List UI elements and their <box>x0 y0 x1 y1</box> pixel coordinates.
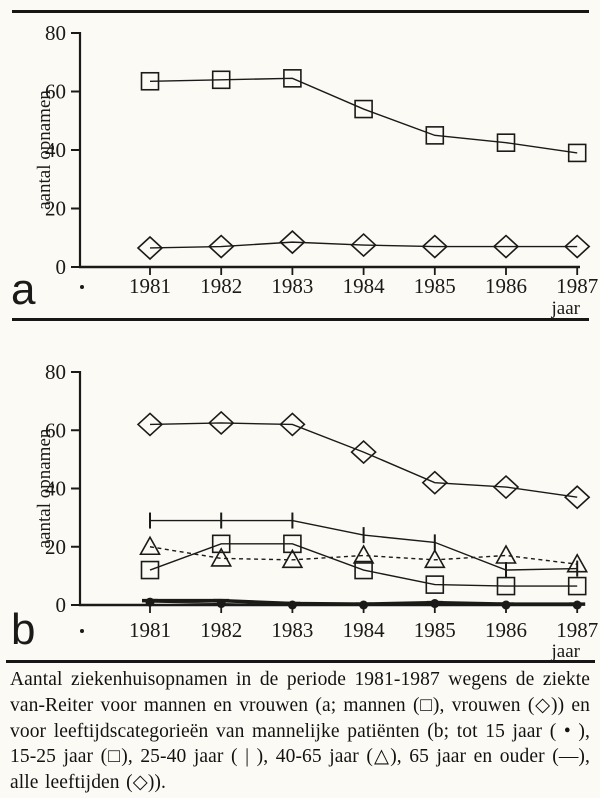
diamond-marker <box>279 230 306 255</box>
panel-label: b <box>11 605 35 654</box>
x-tick-label: 1981 <box>129 618 171 642</box>
y-tick-label: 40 <box>45 477 66 501</box>
diamond-marker <box>208 410 235 436</box>
separator-line-top <box>12 10 589 13</box>
diamond-marker <box>492 474 520 500</box>
triangle-marker <box>352 544 375 564</box>
square-marker <box>283 69 302 88</box>
square-marker <box>425 126 445 145</box>
chart-panel-a: 0 20 40 60 80 1981 1982 1983 1984 1985 1986 1987jaa… <box>11 21 598 319</box>
chart-panel-b: 0 20 40 60 80 1981 1982 1983 1984 1985 1986 1987jaa… <box>11 360 598 662</box>
y-tick-label: 60 <box>45 418 66 442</box>
square-marker <box>283 534 302 554</box>
x-tick-label: 1985 <box>414 618 456 642</box>
y-tick-label: 80 <box>45 360 66 384</box>
y-tick-label: 20 <box>45 535 66 559</box>
square-marker <box>354 99 373 119</box>
panel-label: a <box>11 265 36 314</box>
series-line <box>149 543 578 587</box>
triangle-marker <box>566 553 589 573</box>
dot-marker <box>359 600 369 610</box>
square-marker <box>140 71 160 91</box>
y-tick-label: 60 <box>45 80 66 104</box>
y-tick-label: 80 <box>45 21 66 45</box>
triangle-marker <box>210 547 233 567</box>
series-alle-leeftijden <box>136 410 591 510</box>
square-marker <box>211 534 231 554</box>
axes: 0 20 40 60 80 1981 1982 1983 1984 1985 1986 1987jaa… <box>34 21 598 319</box>
print-period-dot <box>80 629 84 633</box>
dot-marker <box>145 597 155 607</box>
square-marker <box>140 560 160 580</box>
x-tick-label: 1987 <box>556 618 598 642</box>
series-line <box>149 241 578 249</box>
series-tot-15-jaar <box>145 597 582 610</box>
square-marker <box>211 70 231 90</box>
print-period-dot <box>80 285 84 289</box>
y-tick-label: 0 <box>56 593 67 617</box>
series-line <box>149 422 578 498</box>
series-line <box>149 77 578 154</box>
dot-marker <box>216 599 226 609</box>
diamond-marker <box>564 485 591 510</box>
diamond-marker <box>564 234 591 259</box>
diamond-marker <box>279 412 306 437</box>
series-15-25-jaar <box>140 534 587 596</box>
axes: 0 20 40 60 80 1981 1982 1983 1984 1985 1986 1987jaa… <box>34 360 598 662</box>
dot-marker <box>287 600 297 610</box>
x-tick-label: 1983 <box>271 618 313 642</box>
x-tick-label: 1986 <box>485 618 527 642</box>
y-tick-label: 20 <box>45 197 66 221</box>
square-marker <box>567 143 587 163</box>
diamond-marker <box>136 235 164 261</box>
x-tick-label: 1985 <box>414 274 456 298</box>
dot-marker <box>572 600 582 610</box>
x-tick-label: 1984 <box>343 274 386 298</box>
x-tick-label: 1982 <box>200 274 242 298</box>
diamond-marker <box>136 412 164 437</box>
triangle-marker <box>423 548 446 569</box>
figure-caption: Aantal ziekenhuisopnamen in de periode 1… <box>10 669 590 794</box>
x-tick-label: 1984 <box>343 618 386 642</box>
diamond-marker <box>492 234 520 259</box>
y-tick-label: 0 <box>56 255 67 279</box>
series-vrouwen <box>136 230 591 261</box>
square-marker <box>354 560 373 580</box>
x-axis-title: jaar <box>551 641 581 662</box>
y-tick-label: 40 <box>45 138 66 162</box>
diamond-marker <box>350 440 377 465</box>
dot-marker <box>430 599 440 609</box>
triangle-marker <box>281 548 304 569</box>
x-tick-label: 1986 <box>485 274 527 298</box>
square-marker <box>496 576 516 596</box>
square-marker <box>496 133 516 152</box>
series-mannen <box>140 69 587 163</box>
x-tick-label: 1983 <box>271 274 313 298</box>
diamond-marker <box>421 234 448 259</box>
diamond-marker <box>208 234 235 259</box>
dot-marker <box>501 600 511 610</box>
separator-line-bottom <box>6 660 595 663</box>
triangle-marker <box>495 544 517 564</box>
series-25-40-jaar <box>149 512 579 579</box>
diamond-marker <box>350 232 377 258</box>
triangle-marker <box>139 535 161 556</box>
diamond-marker <box>421 470 448 495</box>
x-tick-label: 1982 <box>200 618 242 642</box>
y-axis-title: aantal opnamen <box>34 428 55 548</box>
series-40-65-jaar <box>139 535 589 573</box>
x-tick-label: 1987 <box>556 274 598 298</box>
y-axis-title: aantal opnamen <box>34 90 55 210</box>
x-axis-title: jaar <box>551 298 581 319</box>
square-marker <box>425 575 445 594</box>
separator-line-middle <box>12 318 589 321</box>
x-tick-label: 1981 <box>129 274 171 298</box>
square-marker <box>567 576 587 596</box>
